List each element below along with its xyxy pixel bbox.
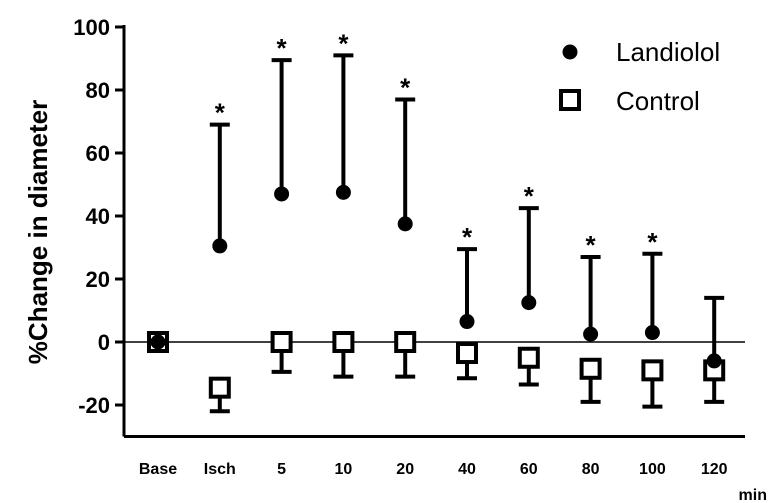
significance-marker: *: [338, 28, 349, 58]
landiolol-point: [521, 295, 537, 311]
legend-label-control: Control: [616, 86, 700, 116]
legend-marker-landiolol: [562, 44, 578, 60]
x-tick-label: 100: [639, 461, 666, 478]
x-tick-label: Base: [139, 461, 177, 478]
landiolol-point: [274, 186, 290, 202]
x-axis-unit: min: [739, 487, 767, 503]
y-tick-label: 0: [98, 330, 110, 355]
control-point: [208, 376, 231, 399]
significance-marker: *: [277, 33, 288, 63]
legend-label-landiolol: Landiolol: [616, 37, 720, 67]
control-point: [517, 346, 540, 369]
control-point: [456, 342, 478, 365]
landiolol-point: [459, 314, 475, 330]
legend: Landiolol Control: [559, 37, 720, 116]
control-point: [579, 357, 602, 380]
x-tick-label: 20: [396, 461, 414, 478]
control-point: [641, 359, 664, 382]
significance-marker: *: [462, 222, 473, 252]
y-tick-label: 40: [86, 204, 110, 229]
significance-marker: *: [400, 72, 411, 102]
x-tick-label: 40: [458, 461, 476, 478]
significance-marker: *: [524, 181, 535, 211]
y-axis-label: %Change in diameter: [23, 100, 53, 364]
significance-marker: *: [215, 98, 226, 128]
x-tick-label: 120: [701, 461, 728, 478]
landiolol-point: [706, 353, 722, 369]
x-tick-label: Isch: [204, 461, 236, 478]
x-tick-label: 5: [277, 461, 286, 478]
control-point: [394, 331, 417, 353]
y-tick-label: 80: [86, 78, 110, 103]
landiolol-point: [644, 325, 660, 341]
control-point: [332, 331, 355, 353]
x-tick-label: 10: [335, 461, 353, 478]
y-tick-label: 20: [86, 267, 110, 292]
significance-marker: *: [586, 230, 597, 260]
y-tick-label: -20: [78, 393, 110, 418]
x-tick-label: 80: [582, 461, 600, 478]
y-tick-label: 60: [86, 141, 110, 166]
significance-marker: *: [647, 227, 658, 257]
landiolol-point: [150, 334, 166, 350]
legend-marker-control: [559, 89, 581, 111]
landiolol-point: [583, 326, 599, 342]
landiolol-point: [212, 238, 228, 254]
control-point: [270, 331, 293, 353]
landiolol-point: [335, 184, 351, 200]
landiolol-point: [397, 216, 413, 232]
y-tick-label: 100: [73, 15, 110, 40]
x-tick-label: 60: [520, 461, 538, 478]
